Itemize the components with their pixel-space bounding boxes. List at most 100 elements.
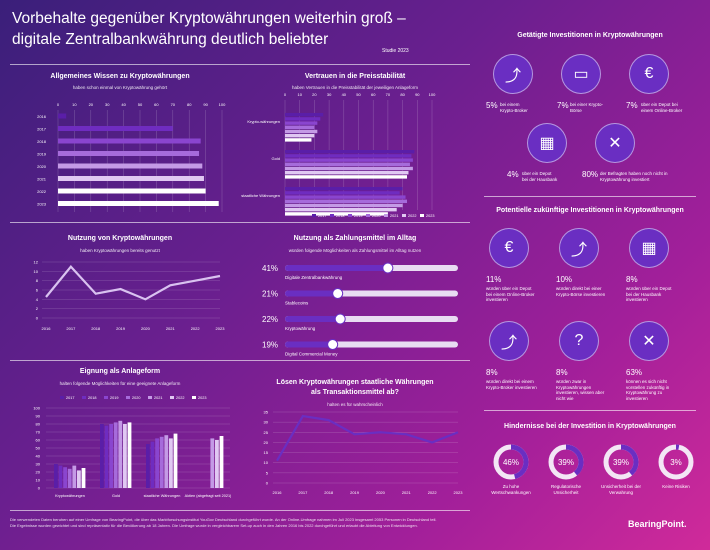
bar bbox=[285, 265, 388, 271]
bar bbox=[54, 464, 58, 488]
bar bbox=[67, 468, 72, 488]
donut-value bbox=[603, 444, 639, 480]
tick-label: 20 bbox=[89, 102, 94, 107]
tick-label: 10 bbox=[264, 460, 269, 465]
bar bbox=[285, 341, 333, 348]
bar bbox=[146, 444, 150, 488]
tick-label: 0 bbox=[38, 486, 41, 491]
bar bbox=[173, 433, 178, 488]
person-chart-icon: ⤴ bbox=[559, 228, 599, 268]
investment-chart: 0 10 20 30 40 50 60 70 80 90 100 Kryptowährungen Gol… bbox=[33, 396, 232, 498]
category-label: 2017 bbox=[37, 127, 47, 132]
page-title: Vorbehalte gegenüber Kryptowährungen wei… bbox=[12, 10, 406, 48]
bar bbox=[285, 113, 324, 117]
legend-label: 2019 bbox=[110, 396, 118, 400]
donut-value bbox=[658, 444, 694, 480]
tick-label: 90 bbox=[36, 414, 41, 419]
legend-label: 2018 bbox=[88, 396, 96, 400]
currency-subtitle: halten es für wahrscheinlich bbox=[327, 402, 383, 407]
value-label: 21% bbox=[262, 290, 278, 299]
tick-label: 100 bbox=[33, 406, 40, 411]
bar-remainder bbox=[204, 176, 222, 181]
bar bbox=[155, 438, 159, 488]
tick-label: 2017 bbox=[298, 490, 308, 495]
donut-value bbox=[548, 444, 584, 480]
charts-svg: 0 10 20 30 40 50 60 70 80 90 100201620172018201920… bbox=[33, 92, 459, 498]
tick-label: 2020 bbox=[141, 326, 151, 331]
bar bbox=[58, 113, 67, 119]
category-label: staatliche Währungen bbox=[241, 193, 280, 198]
bar-remainder bbox=[173, 126, 222, 131]
tick-label: 20 bbox=[36, 470, 41, 475]
legend-label: 2021 bbox=[390, 214, 398, 218]
percent-value: 11% bbox=[486, 275, 502, 284]
category-label: 2018 bbox=[37, 139, 47, 144]
bar bbox=[285, 134, 315, 138]
tick-label: 2021 bbox=[166, 326, 176, 331]
category-label: Aktien (abgefragt seit 2021) bbox=[185, 494, 232, 498]
category-label: Digitale Zentralbankwährung bbox=[285, 275, 343, 280]
bar bbox=[219, 436, 224, 488]
bar bbox=[215, 440, 219, 488]
study-label: Studie 2023 bbox=[382, 48, 409, 54]
bar bbox=[285, 162, 410, 166]
legend-swatch bbox=[384, 214, 388, 217]
bar-remainder bbox=[201, 139, 222, 144]
bank-icon: ▦ bbox=[629, 228, 669, 268]
euro-screen-icon: € bbox=[489, 228, 529, 268]
currency-line bbox=[276, 414, 459, 462]
tick-label: 2018 bbox=[91, 326, 101, 331]
tick-label: 70 bbox=[36, 430, 41, 435]
item-description: würden direkt bei einem Krypto-Broker in… bbox=[486, 379, 537, 390]
item-description: können es sich nicht vorstellen zukünfti… bbox=[626, 379, 670, 401]
tick-label: 80 bbox=[400, 92, 405, 97]
legend-label: 2022 bbox=[176, 396, 184, 400]
tick-label: 30 bbox=[327, 92, 332, 97]
bar bbox=[285, 290, 338, 297]
bar bbox=[285, 138, 312, 142]
tick-label: 60 bbox=[154, 102, 159, 107]
tick-label: 30 bbox=[105, 102, 110, 107]
bar bbox=[285, 129, 318, 134]
legend-swatch bbox=[82, 396, 86, 399]
legend-swatch bbox=[312, 214, 316, 217]
obstacle-label: Zu hohe Wertschwankungen bbox=[491, 484, 531, 495]
tick-label: 20 bbox=[312, 92, 317, 97]
tick-label: 30 bbox=[36, 462, 41, 467]
tick-label: 2019 bbox=[350, 490, 360, 495]
donut-chart: 39% bbox=[603, 444, 639, 480]
tick-label: 2016 bbox=[273, 490, 283, 495]
payment-subtitle: würden folgende Möglichkeiten als Zahlun… bbox=[288, 248, 422, 253]
percent-value: 4% bbox=[507, 170, 519, 179]
bar bbox=[285, 212, 388, 216]
person-chart-icon: ⤴ bbox=[489, 321, 529, 361]
payment-title: Nutzung als Zahlungsmittel im Alltag bbox=[293, 235, 417, 242]
legend-label: 2017 bbox=[318, 214, 326, 218]
bar-remainder bbox=[219, 201, 222, 206]
bar bbox=[150, 441, 155, 488]
tick-label: 30 bbox=[264, 420, 269, 425]
bar bbox=[285, 166, 413, 171]
category-label: Kryptowährung bbox=[285, 326, 316, 331]
tick-label: 70 bbox=[386, 92, 391, 97]
legend-swatch bbox=[60, 396, 64, 399]
tick-label: 2020 bbox=[376, 490, 386, 495]
tick-label: 2023 bbox=[216, 326, 226, 331]
legend-label: 2018 bbox=[336, 214, 344, 218]
bar bbox=[58, 188, 206, 194]
tick-label: 12 bbox=[34, 260, 39, 265]
donut-label: 39% bbox=[613, 458, 629, 467]
question-icon: ? bbox=[559, 321, 599, 361]
tick-label: 10 bbox=[36, 478, 41, 483]
done-title: Getätigte Investitionen in Kryptowährung… bbox=[517, 32, 663, 39]
potential-title: Potentielle zukünftige Investitionen in … bbox=[496, 207, 684, 214]
bar bbox=[118, 420, 123, 488]
tick-label: 60 bbox=[36, 438, 41, 443]
bar bbox=[81, 468, 86, 488]
tick-label: 100 bbox=[429, 92, 436, 97]
category-label: staatliche Währungen bbox=[144, 494, 181, 498]
item-description: über ein Depot bei der Hausbank bbox=[522, 171, 558, 182]
cross-icon: ✕ bbox=[595, 123, 635, 163]
bar bbox=[127, 422, 132, 488]
bar-knob bbox=[332, 288, 344, 299]
